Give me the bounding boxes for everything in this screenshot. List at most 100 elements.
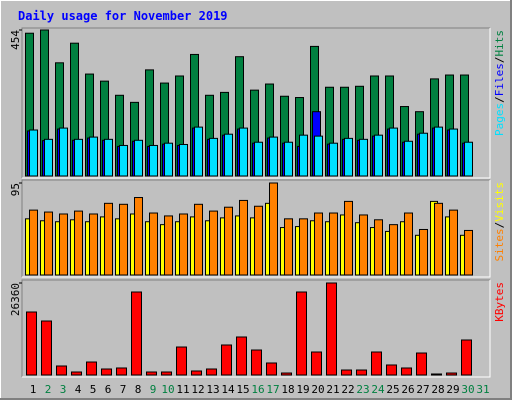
x-tick-label: 27 bbox=[416, 383, 429, 396]
bar bbox=[386, 364, 397, 376]
bar bbox=[26, 311, 37, 376]
bar bbox=[104, 202, 113, 276]
bar bbox=[461, 339, 472, 376]
bar bbox=[146, 371, 157, 376]
bar bbox=[419, 132, 428, 177]
legend: KBytes bbox=[493, 282, 506, 322]
bar bbox=[116, 367, 127, 376]
bar bbox=[449, 209, 458, 276]
bar bbox=[446, 372, 457, 376]
bar bbox=[239, 127, 248, 177]
bar bbox=[374, 134, 383, 177]
bar bbox=[281, 372, 292, 376]
bar bbox=[296, 291, 307, 376]
x-tick-label: 11 bbox=[176, 383, 189, 396]
bar bbox=[389, 127, 398, 177]
bar bbox=[224, 206, 233, 276]
bar bbox=[359, 214, 368, 276]
bar bbox=[344, 137, 353, 177]
bar bbox=[284, 141, 293, 177]
bar bbox=[56, 365, 67, 376]
x-tick-label: 30 bbox=[461, 383, 474, 396]
x-tick-label: 20 bbox=[311, 383, 324, 396]
bar bbox=[74, 210, 83, 276]
bar bbox=[131, 291, 142, 376]
bar bbox=[149, 212, 158, 276]
bar bbox=[404, 212, 413, 276]
x-tick-label: 6 bbox=[105, 383, 112, 396]
bar bbox=[299, 134, 308, 177]
bar bbox=[416, 352, 427, 376]
bar bbox=[119, 203, 128, 276]
bar bbox=[29, 209, 38, 276]
bar bbox=[389, 224, 398, 276]
panel-edge-light bbox=[22, 180, 491, 278]
bar bbox=[326, 282, 337, 376]
legend-entry: Files bbox=[493, 63, 506, 96]
bar bbox=[251, 349, 262, 376]
bar bbox=[191, 370, 202, 376]
bar bbox=[374, 219, 383, 276]
bar bbox=[299, 218, 308, 276]
bar bbox=[431, 373, 442, 376]
bar bbox=[356, 369, 367, 376]
chart-title: Daily usage for November 2019 bbox=[18, 9, 228, 23]
x-tick-label: 23 bbox=[356, 383, 369, 396]
bar bbox=[239, 199, 248, 276]
bar bbox=[254, 205, 263, 276]
x-tick-label: 31 bbox=[476, 383, 489, 396]
panel-edge-dark bbox=[21, 279, 490, 377]
bar bbox=[164, 142, 173, 177]
bar bbox=[194, 203, 203, 276]
bar bbox=[89, 136, 98, 177]
bar bbox=[86, 361, 97, 376]
x-tick-label: 29 bbox=[446, 383, 459, 396]
x-tick-label: 24 bbox=[371, 383, 385, 396]
bar bbox=[434, 202, 443, 276]
bar bbox=[329, 142, 338, 177]
x-tick-label: 16 bbox=[251, 383, 264, 396]
bar bbox=[161, 371, 172, 376]
bar bbox=[209, 137, 218, 177]
bar bbox=[464, 141, 473, 177]
legend-entry: KBytes bbox=[493, 282, 506, 322]
bar bbox=[314, 135, 323, 177]
bar bbox=[311, 351, 322, 376]
y-tick-label: 454 bbox=[9, 30, 22, 50]
x-tick-label: 3 bbox=[60, 383, 67, 396]
bar bbox=[179, 213, 188, 276]
legend: Pages/Files/Hits bbox=[493, 30, 506, 136]
x-tick-label: 13 bbox=[206, 383, 219, 396]
bar bbox=[179, 143, 188, 177]
legend-separator: / bbox=[493, 96, 506, 103]
panel-edge-light bbox=[22, 28, 491, 179]
x-tick-label: 12 bbox=[191, 383, 204, 396]
x-tick-label: 7 bbox=[120, 383, 127, 396]
x-tick-label: 22 bbox=[341, 383, 354, 396]
bar bbox=[284, 218, 293, 276]
x-tick-label: 9 bbox=[150, 383, 157, 396]
bar bbox=[29, 129, 38, 177]
bar bbox=[89, 213, 98, 276]
bar bbox=[401, 367, 412, 376]
legend-entry: Pages bbox=[493, 103, 506, 136]
bar bbox=[314, 212, 323, 276]
bar bbox=[44, 211, 53, 276]
legend: Sites/Visits bbox=[493, 182, 506, 262]
panel-edge-dark bbox=[21, 27, 490, 178]
bar bbox=[71, 371, 82, 376]
x-tick-label: 2 bbox=[45, 383, 52, 396]
y-tick-label: 26360 bbox=[9, 283, 22, 316]
legend-entry: Hits bbox=[493, 30, 506, 57]
bar bbox=[269, 136, 278, 177]
bar bbox=[209, 210, 218, 276]
bar bbox=[254, 141, 263, 177]
legend-separator: / bbox=[493, 57, 506, 64]
bar bbox=[404, 140, 413, 177]
bar bbox=[101, 368, 112, 376]
bar bbox=[194, 126, 203, 177]
x-tick-label: 10 bbox=[161, 383, 174, 396]
bar bbox=[134, 197, 143, 276]
bar bbox=[329, 212, 338, 276]
bar bbox=[164, 215, 173, 276]
